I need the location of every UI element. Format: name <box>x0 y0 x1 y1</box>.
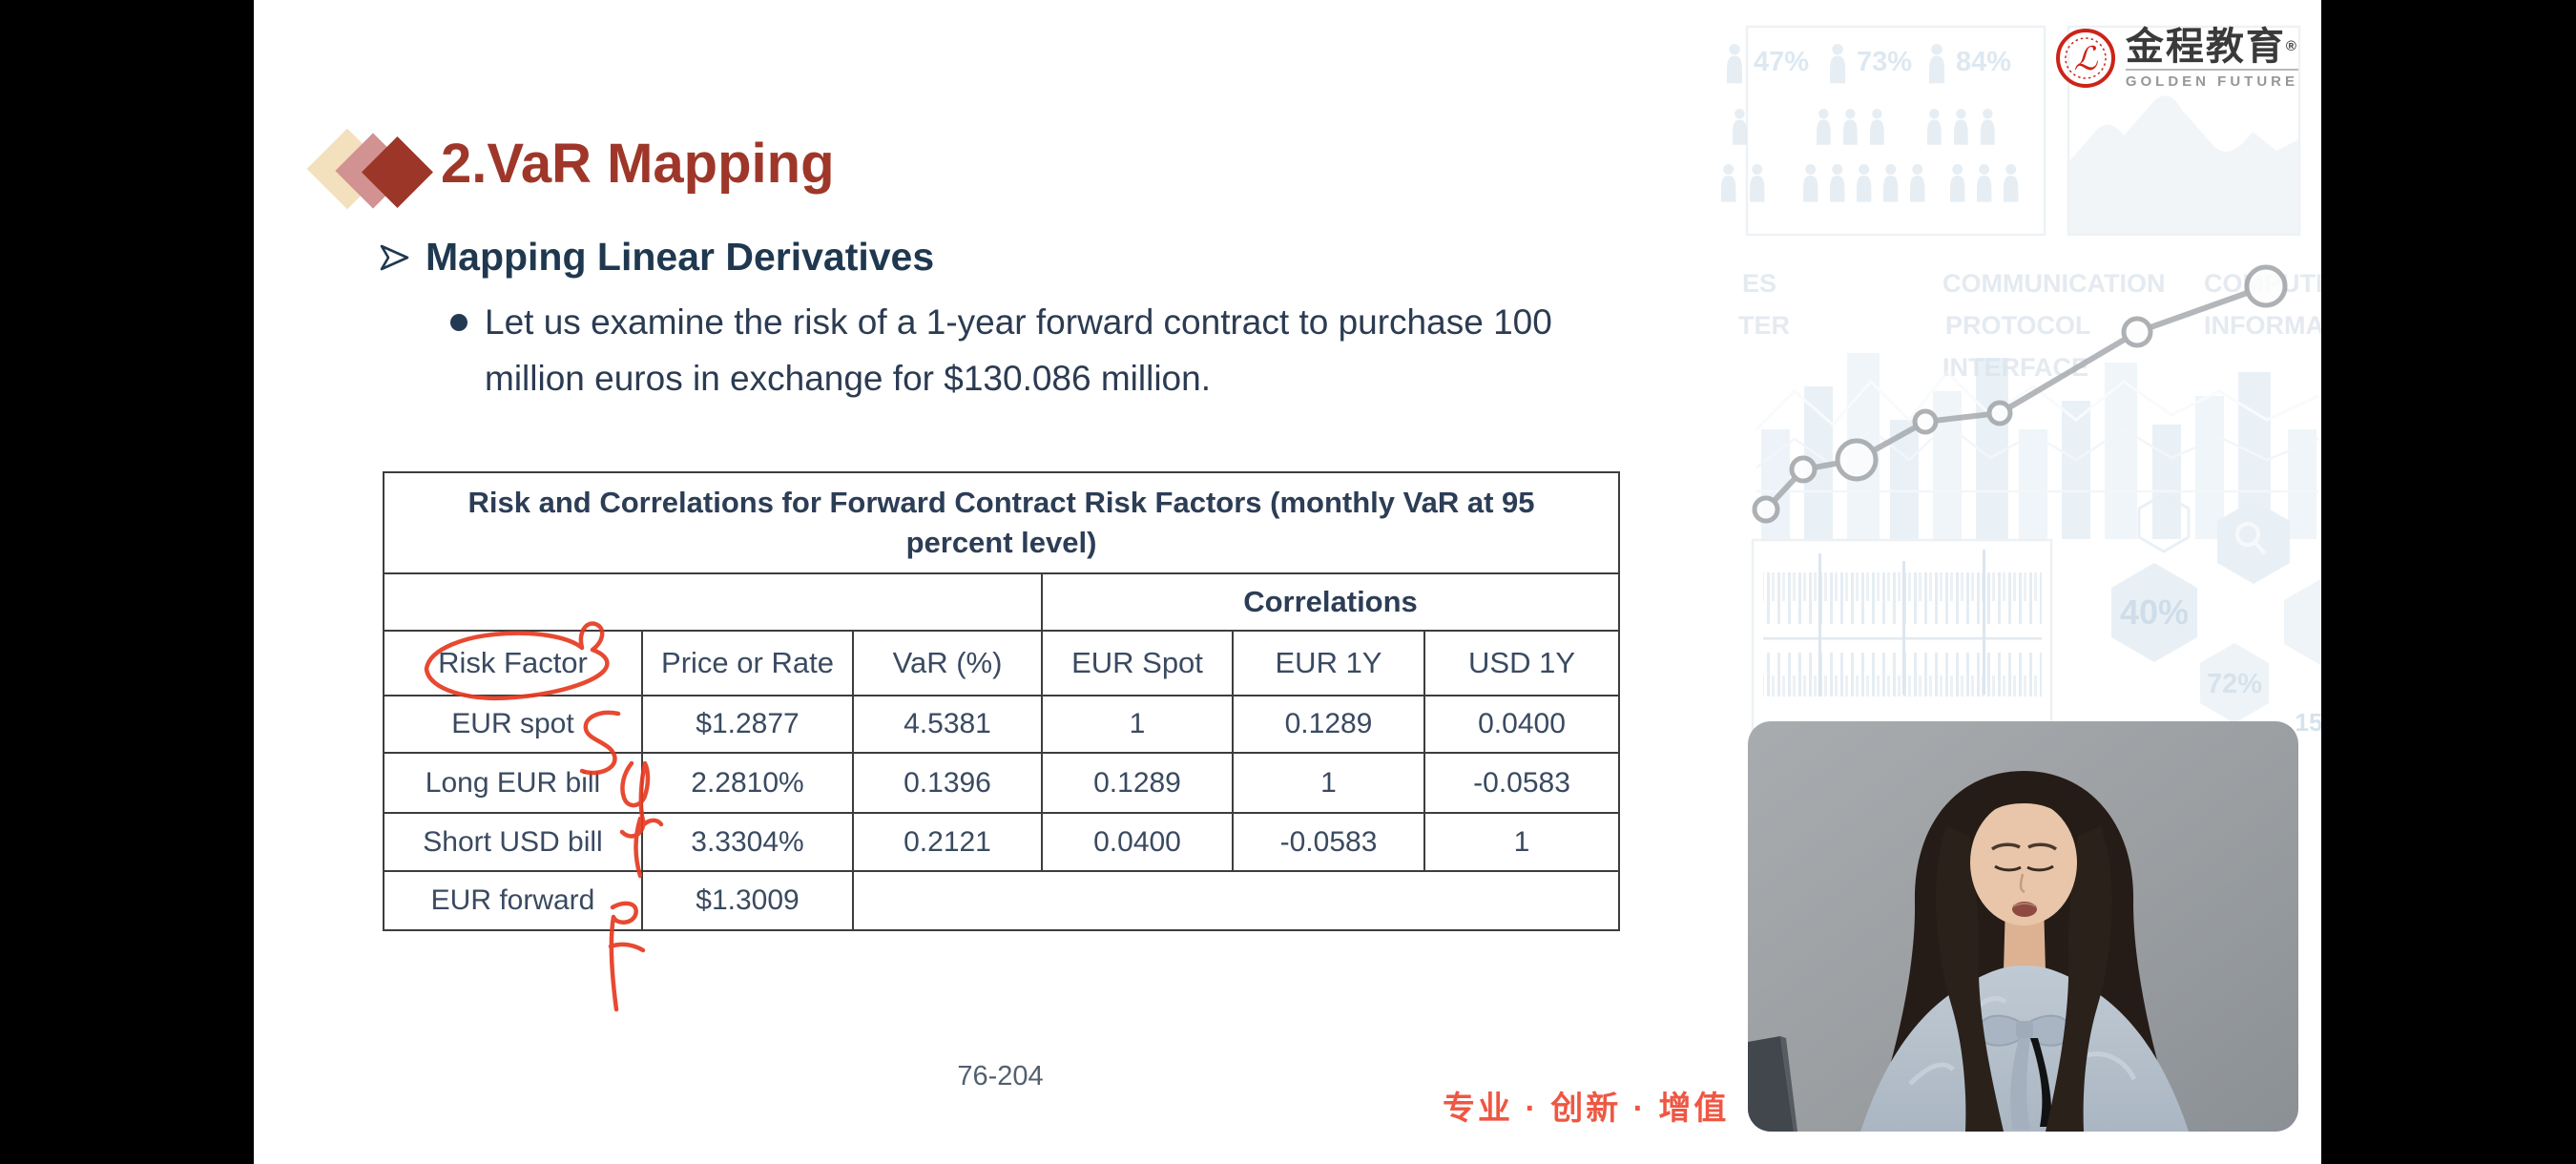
hexagon-watermark: 40% 72% 15 <box>2111 492 2321 737</box>
registered-mark: ® <box>2285 38 2298 54</box>
header-cell: VaR (%) <box>852 630 1043 696</box>
table-cell: Long EUR bill <box>383 752 643 814</box>
title-block: 2.VaR Mapping <box>306 124 1170 229</box>
logo-seal-icon: ℒ <box>2055 29 2115 88</box>
percent-label: 84% <box>1956 47 2011 77</box>
header-cell: EUR Spot <box>1041 630 1234 696</box>
presenter-eyes <box>1994 864 2054 872</box>
letterbox-left <box>0 0 254 1164</box>
header-cell: Risk Factor <box>383 630 643 696</box>
page-number: 76-204 <box>957 1061 1044 1091</box>
table-cell: 4.5381 <box>852 695 1043 754</box>
correlations-header: Correlations <box>1040 572 1621 632</box>
page-title: 2.VaR Mapping <box>441 133 835 195</box>
table-cell: 0.0400 <box>1041 812 1234 872</box>
hex-label: 72% <box>2207 669 2262 699</box>
table-row: Long EUR bill 2.2810% 0.1396 0.1289 1 -0… <box>383 752 1621 814</box>
bullet-line-1: Let us examine the risk of a 1-year forw… <box>485 302 1552 342</box>
empty-cell <box>383 572 1043 632</box>
percent-labels: 47% 73% 84% <box>1754 47 2011 77</box>
hex-label: 40% <box>2120 592 2189 632</box>
table-cell: 2.2810% <box>641 752 854 814</box>
table-cell: 0.1396 <box>852 752 1043 814</box>
hair-strand-right <box>2046 826 2112 1132</box>
table-cell: 0.2121 <box>852 812 1043 872</box>
svg-text:ℒ: ℒ <box>2074 40 2099 78</box>
table-cell: 1 <box>1423 812 1621 872</box>
header-cell: EUR 1Y <box>1232 630 1425 696</box>
wm-word: ES <box>1742 269 1776 298</box>
presenter-illustration <box>1748 721 2298 1132</box>
bullet-dot-icon <box>450 314 467 331</box>
table-cell: EUR spot <box>383 695 643 754</box>
table-title: Risk and Correlations for Forward Contra… <box>382 471 1621 574</box>
table-cell: 1 <box>1041 695 1234 754</box>
bullet-line-2: million euros in exchange for $130.086 m… <box>485 359 1211 398</box>
table-row: EUR spot $1.2877 4.5381 1 0.1289 0.0400 <box>383 695 1621 754</box>
watermark-words: ES TER COMMUNICATION PROTOCOL INTERFACE … <box>1738 269 2321 382</box>
table-header-row: Risk Factor Price or Rate VaR (%) EUR Sp… <box>383 630 1621 696</box>
brand-logo: ℒ 金程教育® GOLDEN FUTURE <box>2055 27 2298 90</box>
slide-area: 47% 73% 84% ES TER COMMUNICATION PROTOCO… <box>254 0 2321 1164</box>
table-cell: $1.2877 <box>641 695 854 754</box>
table-title-row: Risk and Correlations for Forward Contra… <box>382 471 1621 574</box>
table-cell: 0.1289 <box>1041 752 1234 814</box>
letterbox-right <box>2321 0 2576 1164</box>
table-cell: Short USD bill <box>383 812 643 872</box>
wm-word: PROTOCOL <box>1945 311 2091 340</box>
mini-area-chart <box>2068 95 2299 236</box>
wm-word: COMMUNICATION <box>1942 269 2165 298</box>
trend-line-chart <box>1752 264 2288 524</box>
data-table: Risk and Correlations for Forward Contra… <box>382 471 1621 931</box>
table-cell: 3.3304% <box>641 812 854 872</box>
hair-strand-left <box>1936 826 2004 1132</box>
upper-lip <box>2012 903 2037 907</box>
hair-top <box>1970 775 2077 832</box>
header-cell: USD 1Y <box>1423 630 1621 696</box>
logo-name-cn: 金程教育® <box>2125 26 2298 68</box>
presenter-webcam <box>1748 721 2298 1132</box>
presenter-face <box>1970 800 2077 925</box>
table-cell: 0.0400 <box>1423 695 1621 754</box>
presenter-mouth <box>2012 902 2037 917</box>
merged-empty-cell <box>851 870 1621 931</box>
blouse-bow <box>1977 1014 2072 1130</box>
presenter-nose <box>2019 873 2025 894</box>
wm-word: COMPUTER <box>2204 269 2321 298</box>
correlations-band-row: Correlations <box>383 572 1621 632</box>
percent-label: 47% <box>1754 47 1809 77</box>
table-cell: EUR forward <box>383 870 643 931</box>
hex-label: 15 <box>2296 708 2321 737</box>
table-cell: -0.0583 <box>1232 812 1425 872</box>
table-cell: -0.0583 <box>1423 752 1621 814</box>
risk-correlation-table: Risk and Correlations for Forward Contra… <box>382 471 1621 931</box>
section-heading-label: Mapping Linear Derivatives <box>426 235 935 279</box>
chair-back <box>1748 1036 1794 1132</box>
presenter-eyebrows <box>1990 842 2058 851</box>
table-cell: 1 <box>1232 752 1425 814</box>
arrow-bullet-icon <box>380 244 409 270</box>
footer-slogan: 专业 · 创新 · 增值 <box>1443 1091 1730 1127</box>
logo-text: 金程教育® GOLDEN FUTURE <box>2125 26 2298 90</box>
bullet-text: Let us examine the risk of a 1-year forw… <box>485 294 1687 406</box>
wm-word: TER <box>1738 311 1790 340</box>
logo-name-en: GOLDEN FUTURE <box>2125 69 2298 90</box>
table-cell: $1.3009 <box>641 870 854 931</box>
header-cell: Price or Rate <box>641 630 854 696</box>
chair-edge <box>1780 1036 1797 1132</box>
bar-chart-watermark <box>1755 353 2319 539</box>
table-row: Short USD bill 3.3304% 0.2121 0.0400 -0.… <box>383 812 1621 872</box>
wm-word: INTERFACE <box>1942 353 2088 382</box>
percent-label: 73% <box>1857 47 1912 77</box>
wm-word: INFORMATIO <box>2204 311 2321 340</box>
table-cell: 0.1289 <box>1232 695 1425 754</box>
people-icons <box>1721 44 2019 202</box>
table-title-line1: Risk and Correlations for Forward Contra… <box>467 486 1535 519</box>
table-title-line2: percent level) <box>905 526 1097 559</box>
table-row: EUR forward $1.3009 <box>383 870 1621 931</box>
section-heading: Mapping Linear Derivatives <box>378 235 934 280</box>
